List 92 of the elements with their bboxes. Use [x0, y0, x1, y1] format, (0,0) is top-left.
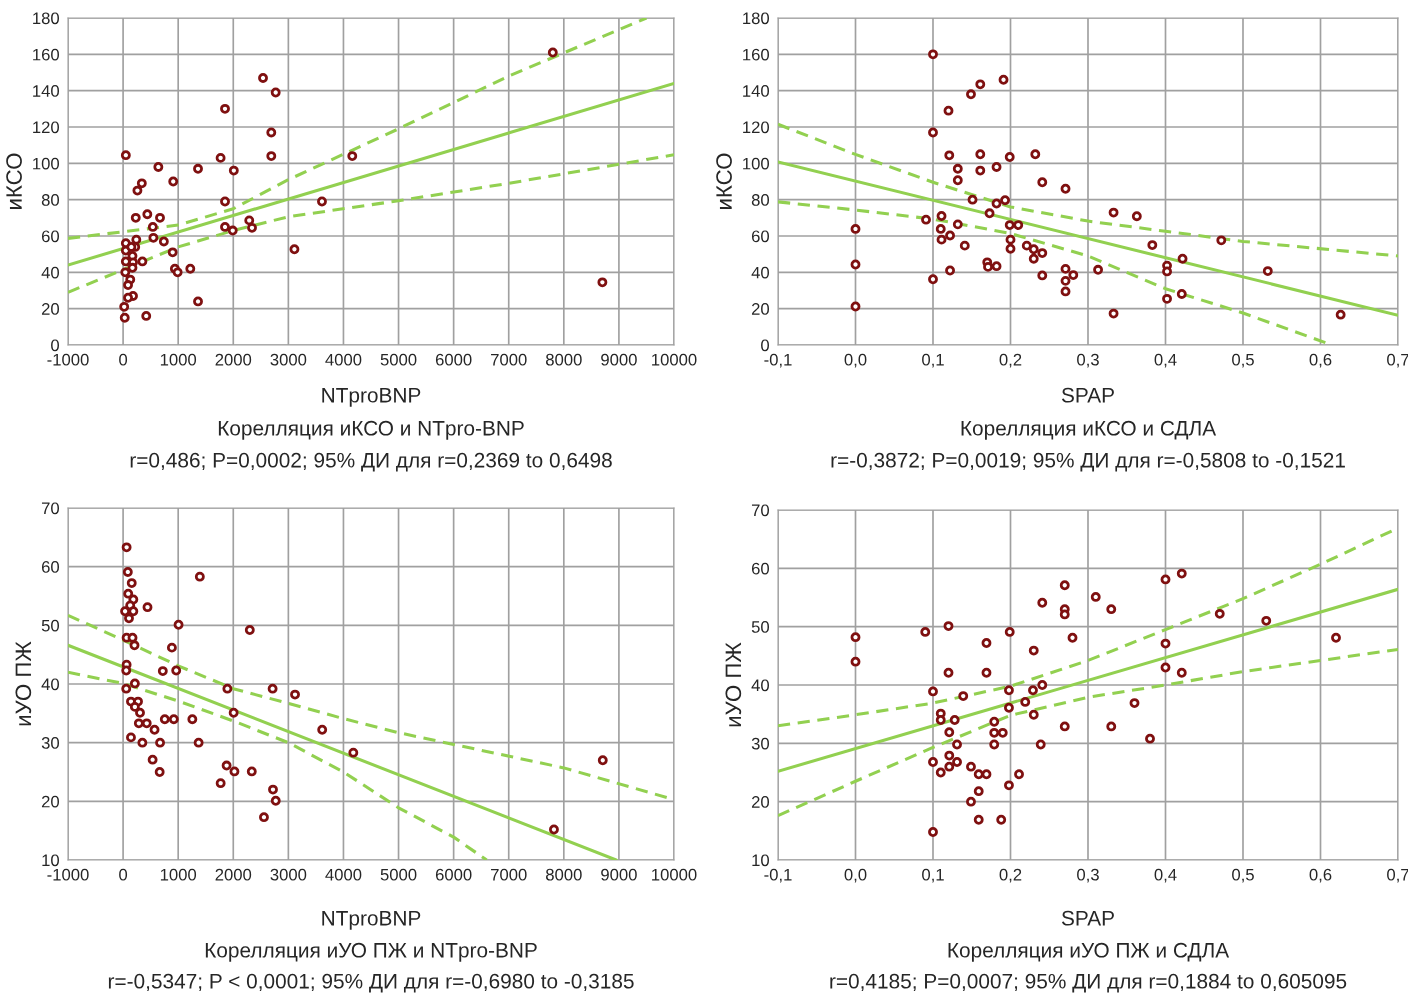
- y-axis-title: иУО ПЖ: [725, 642, 742, 727]
- y-tick-label: 100: [33, 157, 60, 170]
- x-tick-label: 2000: [215, 353, 252, 366]
- x-axis-title: NTproBNP: [322, 911, 421, 930]
- y-axis-title: иКСО: [6, 153, 22, 209]
- y-tick-label: 80: [751, 194, 770, 206]
- x-tick-label: 0,5: [1232, 353, 1254, 368]
- x-tick-label: 1000: [160, 868, 197, 881]
- x-tick-label: 0: [119, 353, 128, 366]
- x-tick-label: 0,0: [844, 868, 867, 883]
- x-tick-label: -1000: [47, 353, 89, 366]
- x-tick-label: 4000: [325, 353, 362, 366]
- y-tick-label: 30: [41, 737, 60, 749]
- x-tick-label: 0: [119, 868, 128, 881]
- y-axis-title: иУО ПЖ: [15, 641, 32, 726]
- text: Корелляция иКСО и NTpro-BNP: [218, 420, 524, 440]
- y-tick-label: 40: [751, 679, 770, 692]
- x-tick-label: 0,1: [922, 353, 944, 368]
- x-tick-label: 0,5: [1232, 868, 1254, 883]
- y-tick-label: 30: [751, 737, 770, 750]
- x-tick-label: 3000: [270, 868, 307, 881]
- x-tick-label: 2000: [215, 868, 252, 881]
- y-tick-label: 10: [42, 854, 60, 867]
- y-axis-title: иКСО: [716, 153, 732, 209]
- y-tick-label: 50: [751, 621, 770, 633]
- x-tick-label: 0,1: [922, 868, 944, 883]
- text: r=-0,5347; P < 0,0001; 95% ДИ для r=-0,6980 to -0,3185: [108, 973, 634, 993]
- x-tick-label: 6000: [435, 353, 472, 366]
- x-axis-title: SPAP: [1061, 387, 1114, 403]
- y-tick-label: 20: [41, 795, 60, 808]
- y-tick-label: 140: [743, 85, 770, 97]
- x-tick-label: 0,2: [999, 353, 1022, 368]
- x-tick-label: 5000: [380, 868, 417, 881]
- y-tick-label: 60: [41, 230, 60, 243]
- y-tick-label: 60: [751, 562, 770, 575]
- y-tick-label: 40: [41, 266, 60, 279]
- y-tick-label: 50: [41, 619, 60, 632]
- x-tick-label: 4000: [325, 868, 362, 881]
- y-tick-label: 0: [761, 339, 770, 352]
- x-tick-label: 1000: [160, 353, 197, 366]
- x-tick-label: 3000: [270, 353, 307, 366]
- x-tick-label: 5000: [380, 353, 417, 366]
- x-tick-label: 8000: [546, 353, 582, 366]
- x-axis-title: SPAP: [1061, 910, 1114, 926]
- text: Корелляция иУО ПЖ и СДЛА: [948, 942, 1230, 962]
- y-tick-label: 120: [33, 121, 60, 134]
- y-tick-label: 120: [743, 121, 770, 134]
- y-tick-label: 70: [41, 502, 60, 515]
- x-axis-title: NTproBNP: [322, 388, 421, 407]
- y-tick-label: 70: [751, 504, 770, 517]
- text: r=-0,3872; P=0,0019; 95% ДИ для r=-0,5808 to -0,1521: [831, 452, 1345, 472]
- y-tick-label: 180: [33, 12, 60, 25]
- x-tick-label: 8000: [546, 868, 582, 881]
- x-tick-label: 0,0: [844, 353, 867, 368]
- y-tick-label: 20: [751, 796, 770, 808]
- y-tick-label: 20: [751, 303, 770, 315]
- x-tick-label: 10000: [652, 353, 697, 366]
- text: Корелляция иУО ПЖ и NTpro-BNP: [205, 942, 537, 962]
- text: r=0,486; P=0,0002; 95% ДИ для r=0,2369 to 0,6498: [130, 452, 612, 472]
- y-tick-label: 60: [751, 230, 770, 243]
- x-tick-label: 7000: [491, 353, 527, 366]
- y-tick-label: 140: [33, 85, 60, 97]
- x-tick-label: 0,6: [1309, 353, 1332, 368]
- y-tick-label: 100: [743, 157, 770, 170]
- x-tick-label: 9000: [601, 868, 637, 881]
- y-tick-label: 180: [743, 12, 770, 25]
- x-tick-label: -0,1: [764, 353, 792, 368]
- x-tick-label: 0,3: [1077, 868, 1099, 883]
- x-tick-label: 7000: [491, 868, 527, 881]
- x-tick-label: -1000: [47, 868, 89, 881]
- y-tick-label: 80: [41, 194, 60, 206]
- x-tick-label: 0,7: [1387, 353, 1408, 368]
- text: r=0,4185; P=0,0007; 95% ДИ для r=0,1884 to 0,605095: [830, 973, 1347, 993]
- x-tick-label: 9000: [601, 353, 637, 366]
- x-tick-label: -0,1: [764, 868, 792, 883]
- x-tick-label: 0,4: [1154, 868, 1177, 883]
- x-tick-label: 10000: [652, 868, 697, 881]
- y-tick-label: 60: [41, 561, 60, 573]
- x-tick-label: 6000: [435, 868, 472, 881]
- x-tick-label: 0,4: [1154, 353, 1177, 368]
- y-tick-label: 10: [752, 854, 770, 867]
- y-tick-label: 160: [33, 48, 60, 61]
- y-tick-label: 0: [51, 339, 60, 352]
- x-tick-label: 0,7: [1387, 868, 1408, 883]
- y-tick-label: 40: [41, 678, 60, 691]
- x-tick-label: 0,6: [1309, 868, 1332, 883]
- text: Корелляция иКСО и СДЛА: [961, 420, 1217, 440]
- x-tick-label: 0,2: [999, 868, 1022, 883]
- y-tick-label: 40: [751, 266, 770, 279]
- y-tick-label: 20: [41, 303, 60, 315]
- y-tick-label: 160: [743, 48, 770, 61]
- x-tick-label: 0,3: [1077, 353, 1099, 368]
